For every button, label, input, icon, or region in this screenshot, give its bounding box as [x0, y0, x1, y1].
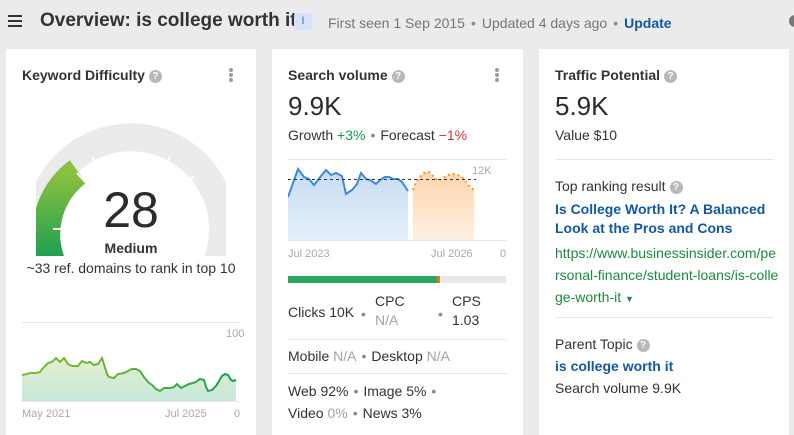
card-title-text: Traffic Potential	[555, 67, 661, 83]
caret-down-icon[interactable]: ▼	[625, 294, 634, 304]
clicks-bar-marker	[437, 276, 440, 283]
clicks-distribution-bar	[288, 276, 506, 283]
divider	[288, 339, 507, 340]
y-axis-min: 0	[500, 248, 507, 260]
separator-dot: •	[438, 306, 443, 322]
separator-dot: •	[352, 405, 358, 421]
top-result-url[interactable]: https://www.businessinsider.com/personal…	[555, 245, 779, 305]
device-stats: Mobile N/A • Desktop N/A	[288, 348, 450, 364]
separator-dot: •	[470, 15, 476, 31]
cpc-value: N/A	[375, 312, 399, 328]
serp-type-stats-2: Video 0% • News 3%	[288, 405, 422, 421]
desktop-label: Desktop	[371, 348, 423, 364]
traffic-value-text: Value $10	[555, 127, 618, 143]
divider	[288, 373, 507, 374]
separator-dot: •	[361, 348, 367, 364]
difficulty-history-chart	[22, 322, 240, 402]
first-seen-text: First seen 1 Sep 2015	[328, 15, 465, 31]
image-value: 5%	[406, 383, 427, 399]
ref-domains-text: ~33 ref. domains to rank in top 10	[26, 260, 236, 276]
x-axis-start: Jul 2023	[288, 248, 330, 260]
card-title: Search volume?	[288, 67, 405, 83]
difficulty-gauge	[36, 123, 226, 259]
parent-topic-link[interactable]: is college worth it	[555, 358, 674, 374]
help-icon[interactable]: ?	[148, 70, 162, 83]
top-result-label: Top ranking result?	[555, 178, 683, 194]
difficulty-label: Medium	[104, 240, 158, 256]
x-axis-end: Jul 2026	[431, 248, 473, 260]
top-result-label-text: Top ranking result	[555, 178, 666, 194]
forecast-value: −1%	[438, 127, 468, 143]
cps-value: 1.03	[452, 312, 480, 328]
parent-topic-label: Parent Topic?	[555, 336, 650, 352]
divider	[555, 159, 774, 160]
help-icon[interactable]: ?	[636, 339, 650, 352]
help-icon[interactable]	[789, 15, 794, 27]
x-axis-start: May 2021	[22, 408, 71, 420]
forecast-label: Forecast	[380, 127, 435, 143]
growth-label: Growth	[288, 127, 334, 143]
x-axis-end: Jul 2025	[165, 408, 207, 420]
help-icon[interactable]: ?	[391, 70, 405, 83]
y-axis-max: 12K	[472, 165, 492, 177]
card-title: Traffic Potential?	[555, 67, 678, 83]
web-label: Web	[288, 383, 317, 399]
separator-dot: •	[353, 383, 359, 399]
traffic-potential-card: Traffic Potential? 5.9K Value $10 Top ra…	[539, 49, 789, 435]
divider	[555, 317, 774, 318]
mobile-value: N/A	[333, 348, 357, 364]
clicks-value: 10K	[329, 304, 355, 320]
more-options-icon[interactable]	[228, 67, 234, 83]
y-axis-min: 0	[234, 408, 241, 420]
video-value: 0%	[327, 405, 348, 421]
menu-icon[interactable]	[8, 15, 22, 27]
growth-value: +3%	[337, 127, 366, 143]
clicks-bar-fill	[288, 276, 437, 283]
news-value: 3%	[401, 405, 422, 421]
traffic-potential-value: 5.9K	[555, 91, 609, 121]
cpc-label: CPC	[375, 293, 405, 309]
card-title: Keyword Difficulty?	[22, 67, 162, 83]
search-volume-card: Search volume? 9.9K Growth +3% • Forecast …	[272, 49, 523, 435]
clicks-label: Clicks	[288, 304, 326, 320]
clicks-stat: Clicks 10K	[288, 304, 354, 320]
card-title-text: Search volume	[288, 67, 388, 83]
keyword-difficulty-card: Keyword Difficulty? 28 Medium ~33 ref. d…	[6, 49, 256, 435]
separator-dot: •	[613, 15, 619, 31]
difficulty-score: 28	[103, 182, 159, 238]
more-options-icon[interactable]	[494, 67, 500, 83]
search-volume-chart	[288, 159, 506, 241]
cps-label: CPS	[452, 293, 481, 309]
serp-type-stats-1: Web 92% • Image 5% •	[288, 383, 441, 399]
news-label: News	[362, 405, 398, 421]
page-header: Overview: is college worth it I First se…	[0, 0, 794, 45]
top-result-title-link[interactable]: Is College Worth It? A Balanced Look at …	[555, 201, 766, 236]
separator-dot: •	[361, 306, 366, 322]
search-volume-value: 9.9K	[288, 91, 342, 121]
growth-forecast: Growth +3% • Forecast −1%	[288, 127, 467, 143]
intent-badge: I	[294, 13, 312, 30]
separator-dot: •	[370, 127, 376, 143]
help-icon[interactable]: ?	[669, 181, 683, 194]
update-link[interactable]: Update	[624, 15, 672, 31]
parent-topic-volume: Search volume 9.9K	[555, 380, 682, 396]
separator-dot: •	[431, 383, 437, 399]
y-axis-max: 100	[226, 328, 245, 340]
page-meta: First seen 1 Sep 2015 • Updated 4 days ago…	[328, 15, 672, 31]
top-result-url-link[interactable]: https://www.businessinsider.com/personal…	[555, 242, 779, 310]
updated-text: Updated 4 days ago	[481, 15, 608, 31]
page-title: Overview: is college worth it	[40, 10, 297, 31]
card-title-text: Keyword Difficulty	[22, 67, 145, 83]
web-value: 92%	[320, 383, 349, 399]
image-label: Image	[363, 383, 403, 399]
help-icon[interactable]: ?	[664, 70, 678, 83]
video-label: Video	[288, 405, 324, 421]
desktop-value: N/A	[426, 348, 450, 364]
parent-topic-label-text: Parent Topic	[555, 336, 633, 352]
mobile-label: Mobile	[288, 348, 330, 364]
